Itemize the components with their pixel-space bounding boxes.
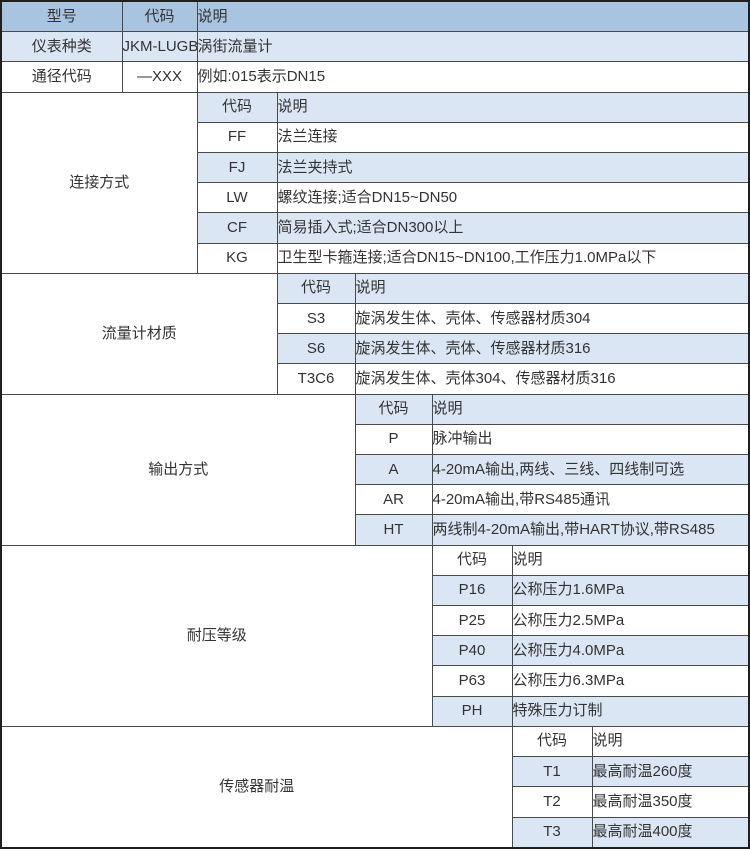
item-code: FF — [196, 121, 278, 154]
item-code: T2 — [511, 786, 593, 818]
section-label-pressure: 耐压等级 — [0, 544, 433, 727]
sub-header-desc: 说明 — [511, 544, 750, 576]
item-desc: 旋涡发生体、壳体、传感器材质304 — [354, 303, 750, 335]
item-desc: 法兰连接 — [276, 121, 750, 154]
table-row: HT 两线制4-20mA输出,带HART协议,带RS485 — [1, 514, 750, 546]
row-desc: 例如:015表示DN15 — [196, 61, 750, 93]
item-code: FJ — [196, 152, 278, 184]
table-row: FJ 法兰夹持式 — [1, 152, 750, 184]
sub-header-code: 代码 — [276, 272, 356, 305]
table-row: LW 螺纹连接;适合DN15~DN50 — [1, 182, 750, 214]
item-desc: 最高耐温350度 — [591, 786, 750, 818]
item-code: T3C6 — [276, 363, 356, 395]
table-row: P 脉冲输出 — [1, 423, 750, 456]
sub-header-row: 耐压等级 代码 说明 — [0, 544, 750, 727]
item-desc: 特殊压力订制 — [511, 695, 750, 727]
table-row: P25 公称压力2.5MPa — [1, 605, 750, 637]
sub-header-code: 代码 — [354, 393, 433, 425]
section-label-connection: 连接方式 — [0, 91, 198, 274]
item-code: T3 — [511, 816, 593, 849]
item-code: KG — [196, 242, 278, 274]
item-code: HT — [354, 514, 433, 546]
item-code: P63 — [431, 665, 513, 697]
table-row: PH 特殊压力订制 — [1, 695, 750, 727]
table-row: T2 最高耐温350度 — [1, 786, 750, 818]
item-code: T1 — [511, 756, 593, 788]
table-row: T3 最高耐温400度 — [1, 816, 750, 849]
table-row: KG 卫生型卡箍连接;适合DN15~DN100,工作压力1.0MPa以下 — [1, 242, 750, 274]
row-code: JKM-LUGB — [121, 31, 198, 63]
sub-header-row: 连接方式 代码 说明 — [0, 91, 750, 274]
table-row: T3C6 旋涡发生体、壳体304、传感器材质316 — [1, 363, 750, 395]
header-code: 代码 — [121, 0, 198, 33]
table-row: P16 公称压力1.6MPa — [1, 574, 750, 607]
item-desc: 卫生型卡箍连接;适合DN15~DN100,工作压力1.0MPa以下 — [276, 242, 750, 274]
sub-header-code: 代码 — [196, 91, 278, 123]
sub-header-row: 流量计材质 代码 说明 — [0, 272, 750, 395]
item-code: CF — [196, 212, 278, 244]
table-row: S6 旋涡发生体、壳体、传感器材质316 — [1, 333, 750, 365]
header-desc: 说明 — [196, 0, 750, 33]
section-label-material: 流量计材质 — [0, 272, 278, 395]
item-desc: 公称压力4.0MPa — [511, 635, 750, 667]
table-row: 仪表种类 JKM-LUGB 涡街流量计 — [0, 31, 750, 63]
item-code: A — [354, 454, 433, 486]
item-desc: 公称压力2.5MPa — [511, 605, 750, 637]
item-code: P40 — [431, 635, 513, 667]
table-header-row: 型号 代码 说明 — [0, 0, 750, 33]
item-code: P — [354, 423, 433, 456]
row-code: —XXX — [121, 61, 198, 93]
row-label: 通径代码 — [0, 61, 123, 93]
item-desc: 4-20mA输出,带RS485通讯 — [431, 484, 750, 516]
table-row: T1 最高耐温260度 — [1, 756, 750, 788]
sub-header-desc: 说明 — [431, 393, 750, 425]
table-row: FF 法兰连接 — [1, 121, 750, 154]
item-desc: 4-20mA输出,两线、三线、四线制可选 — [431, 454, 750, 486]
item-desc: 旋涡发生体、壳体304、传感器材质316 — [354, 363, 750, 395]
sub-header-row: 传感器耐温 代码 说明 — [0, 725, 750, 849]
item-desc: 脉冲输出 — [431, 423, 750, 456]
item-code: PH — [431, 695, 513, 727]
section-label-temperature: 传感器耐温 — [0, 725, 513, 849]
item-desc: 简易插入式;适合DN300以上 — [276, 212, 750, 244]
table-row: AR 4-20mA输出,带RS485通讯 — [1, 484, 750, 516]
item-code: AR — [354, 484, 433, 516]
item-code: P25 — [431, 605, 513, 637]
table-row: CF 简易插入式;适合DN300以上 — [1, 212, 750, 244]
item-desc: 旋涡发生体、壳体、传感器材质316 — [354, 333, 750, 365]
table-row: 通径代码 —XXX 例如:015表示DN15 — [0, 61, 750, 93]
section-label-output: 输出方式 — [0, 393, 356, 546]
item-code: P16 — [431, 574, 513, 607]
item-desc: 两线制4-20mA输出,带HART协议,带RS485 — [431, 514, 750, 546]
table-row: P63 公称压力6.3MPa — [1, 665, 750, 697]
table-row: A 4-20mA输出,两线、三线、四线制可选 — [1, 454, 750, 486]
header-model: 型号 — [0, 0, 123, 33]
item-desc: 最高耐温260度 — [591, 756, 750, 788]
sub-header-code: 代码 — [511, 725, 593, 758]
item-code: S6 — [276, 333, 356, 365]
row-desc: 涡街流量计 — [196, 31, 750, 63]
item-desc: 公称压力1.6MPa — [511, 574, 750, 607]
sub-header-code: 代码 — [431, 544, 513, 576]
sub-header-desc: 说明 — [591, 725, 750, 758]
sub-header-desc: 说明 — [354, 272, 750, 305]
item-desc: 法兰夹持式 — [276, 152, 750, 184]
item-code: LW — [196, 182, 278, 214]
item-desc: 最高耐温400度 — [591, 816, 750, 849]
item-desc: 螺纹连接;适合DN15~DN50 — [276, 182, 750, 214]
row-label: 仪表种类 — [0, 31, 123, 63]
item-desc: 公称压力6.3MPa — [511, 665, 750, 697]
sub-header-desc: 说明 — [276, 91, 750, 123]
item-code: S3 — [276, 303, 356, 335]
sub-header-row: 输出方式 代码 说明 — [0, 393, 750, 546]
